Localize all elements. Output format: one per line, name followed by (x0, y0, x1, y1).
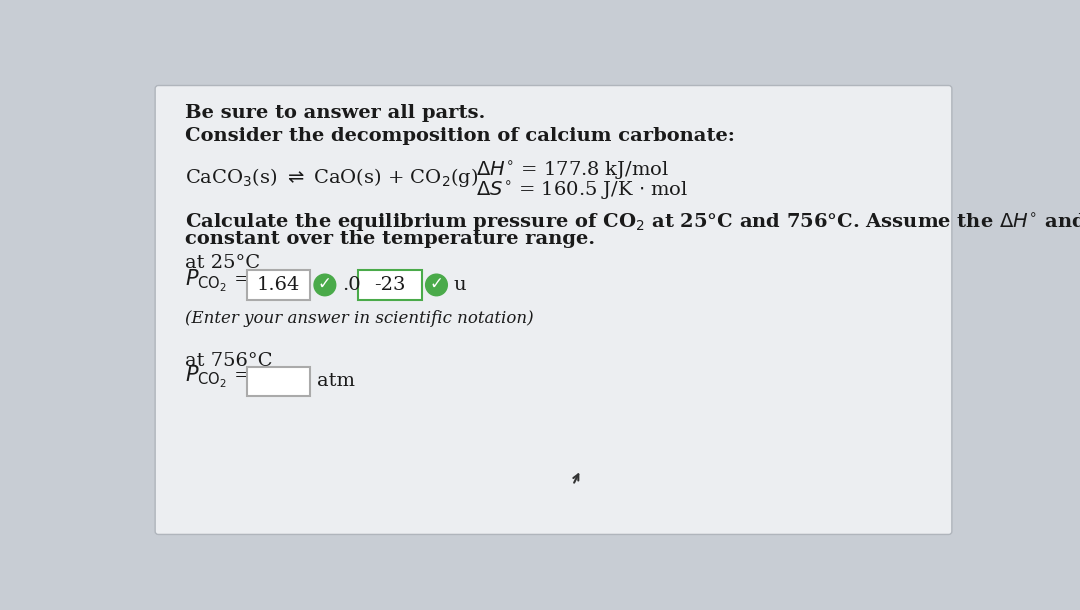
Text: Calculate the equilibrium pressure of CO$_2$ at 25°C and 756°C. Assume the $\Del: Calculate the equilibrium pressure of CO… (186, 212, 1080, 235)
Text: ✓: ✓ (430, 275, 444, 293)
Text: Consider the decomposition of calcium carbonate:: Consider the decomposition of calcium ca… (186, 127, 735, 145)
Text: CaCO$_3$(s) $\rightleftharpoons$ CaO(s) + CO$_2$(g): CaCO$_3$(s) $\rightleftharpoons$ CaO(s) … (186, 165, 478, 188)
FancyBboxPatch shape (156, 85, 951, 534)
Text: u: u (454, 276, 467, 294)
FancyBboxPatch shape (359, 270, 422, 300)
Text: Be sure to answer all parts.: Be sure to answer all parts. (186, 104, 486, 122)
Text: -23: -23 (375, 276, 406, 294)
Text: .0: .0 (342, 276, 361, 294)
Circle shape (426, 274, 447, 296)
Text: (Enter your answer in scientific notation): (Enter your answer in scientific notatio… (186, 310, 534, 326)
Text: $\Delta S^{\circ}$ = 160.5 J/K $\cdot$ mol: $\Delta S^{\circ}$ = 160.5 J/K $\cdot$ m… (476, 179, 688, 203)
Text: atm: atm (318, 372, 355, 390)
Text: $P_{\mathrm{CO_2}}$ =: $P_{\mathrm{CO_2}}$ = (186, 268, 252, 294)
FancyBboxPatch shape (246, 270, 310, 300)
Text: at 756°C: at 756°C (186, 352, 273, 370)
FancyBboxPatch shape (246, 367, 310, 396)
Circle shape (314, 274, 336, 296)
Text: $P_{\mathrm{CO_2}}$ =: $P_{\mathrm{CO_2}}$ = (186, 364, 252, 390)
Text: constant over the temperature range.: constant over the temperature range. (186, 231, 595, 248)
Text: ✓: ✓ (318, 275, 332, 293)
Text: 1.64: 1.64 (257, 276, 300, 294)
Text: at 25°C: at 25°C (186, 254, 260, 272)
Text: $\Delta H^{\circ}$ = 177.8 kJ/mol: $\Delta H^{\circ}$ = 177.8 kJ/mol (476, 159, 669, 182)
